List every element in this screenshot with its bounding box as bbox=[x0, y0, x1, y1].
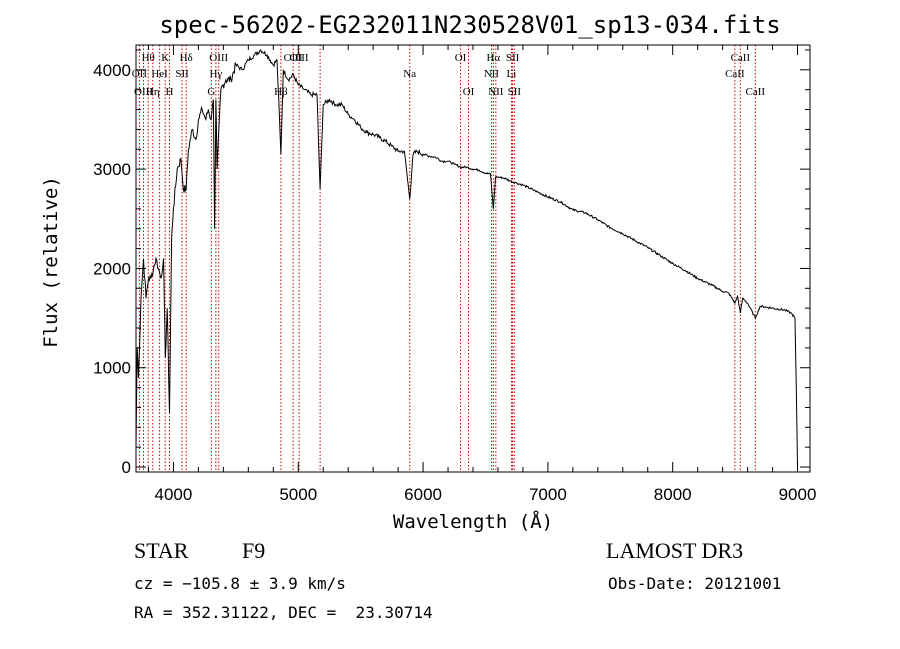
x-tick-label: 9000 bbox=[779, 485, 817, 504]
line-label: SII bbox=[175, 68, 189, 80]
line-label: Hβ bbox=[274, 86, 288, 98]
line-label: OIII bbox=[209, 52, 228, 64]
y-tick-label: 0 bbox=[122, 458, 131, 477]
y-tick-label: 2000 bbox=[93, 259, 131, 278]
line-label: OI bbox=[455, 52, 467, 64]
line-label: OIII bbox=[290, 52, 309, 64]
plot-frame bbox=[135, 44, 811, 473]
object-subclass: F9 bbox=[242, 538, 266, 563]
line-label: SII bbox=[506, 52, 520, 64]
line-label: OI bbox=[463, 86, 475, 98]
line-label: H bbox=[165, 86, 173, 98]
line-label: Na bbox=[403, 68, 416, 80]
line-label: Li bbox=[507, 68, 517, 80]
x-axis-label: Wavelength (Å) bbox=[393, 510, 553, 533]
line-label: HeI bbox=[151, 68, 168, 80]
line-label: Hδ bbox=[180, 52, 193, 64]
line-label: Hθ bbox=[142, 52, 155, 64]
x-tick-label: 5000 bbox=[279, 485, 317, 504]
line-label: K bbox=[161, 52, 169, 64]
line-label: SII bbox=[508, 86, 522, 98]
y-tick-label: 4000 bbox=[93, 61, 131, 80]
axis-ticks: 4000 5000 6000 7000 8000 9000 0 1000 2000 3000 400… bbox=[93, 45, 816, 504]
line-label: CaII bbox=[746, 86, 766, 98]
spectral-line-markers bbox=[138, 45, 756, 472]
survey-name: LAMOST DR3 bbox=[606, 538, 744, 563]
y-tick-label: 3000 bbox=[93, 160, 131, 179]
spectrum-series-line bbox=[135, 49, 798, 468]
y-tick-label: 1000 bbox=[93, 359, 131, 378]
line-label: CaII bbox=[725, 68, 745, 80]
x-tick-label: 6000 bbox=[404, 485, 442, 504]
redshift-cz: cz = −105.8 ± 3.9 km/s bbox=[134, 574, 346, 593]
line-label: NII bbox=[484, 68, 500, 80]
observation-date: Obs-Date: 20121001 bbox=[608, 574, 782, 593]
line-label: Hγ bbox=[209, 68, 222, 80]
object-class: STAR bbox=[134, 538, 189, 563]
ra-dec-coordinates: RA = 352.31122, DEC = 23.30714 bbox=[134, 603, 433, 622]
y-axis-label: Flux (relative) bbox=[40, 176, 62, 348]
line-label: G bbox=[207, 86, 215, 98]
x-tick-label: 4000 bbox=[155, 485, 193, 504]
line-label: CaII bbox=[731, 52, 751, 64]
x-tick-label: 8000 bbox=[654, 485, 692, 504]
line-label: Hη bbox=[146, 86, 160, 98]
chart-title: spec-56202-EG232011N230528V01_sp13-034.f… bbox=[159, 11, 780, 39]
x-tick-label: 7000 bbox=[529, 485, 567, 504]
line-label: Hα bbox=[486, 52, 500, 64]
line-label: OIII bbox=[134, 86, 153, 98]
line-label: NII bbox=[488, 86, 504, 98]
